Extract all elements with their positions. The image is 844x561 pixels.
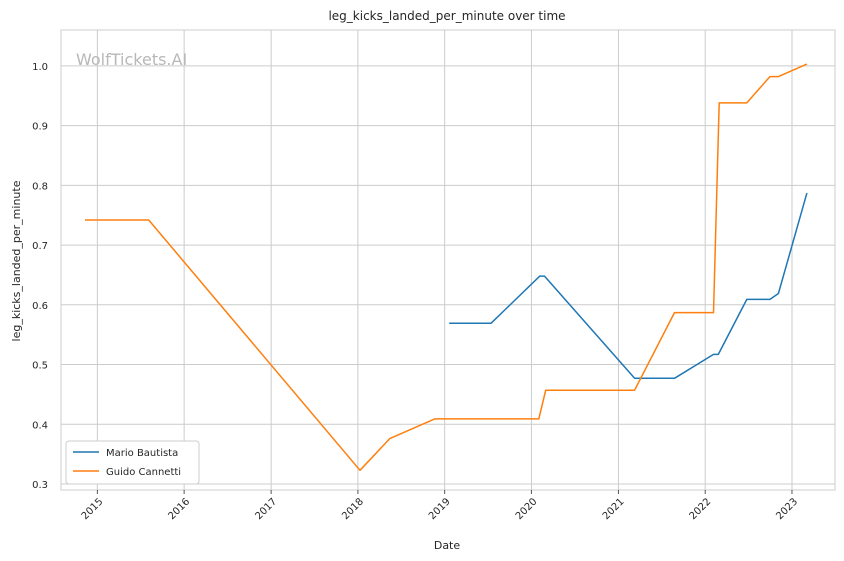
chart-title: leg_kicks_landed_per_minute over time bbox=[328, 9, 565, 23]
x-tick-label: 2018 bbox=[340, 496, 366, 522]
legend-box bbox=[65, 440, 200, 485]
watermark: WolfTickets.AI bbox=[76, 50, 187, 69]
x-tick-label: 2015 bbox=[80, 496, 106, 522]
legend: Mario Bautista Guido Cannetti bbox=[65, 440, 200, 485]
y-tick-label: 0.6 bbox=[32, 301, 48, 312]
y-axis-ticks: 0.3 0.4 0.5 0.6 0.7 0.8 0.9 1.0 bbox=[32, 62, 48, 491]
x-tick-label: 2016 bbox=[166, 496, 192, 522]
series-lines bbox=[85, 63, 808, 472]
y-tick-label: 0.4 bbox=[32, 420, 48, 431]
series-line-mario-bautista bbox=[449, 192, 808, 380]
x-tick-label: 2017 bbox=[253, 496, 279, 522]
y-tick-label: 0.8 bbox=[32, 181, 48, 192]
y-axis-label: leg_kicks_landed_per_minute bbox=[10, 180, 23, 341]
legend-label-mario-bautista: Mario Bautista bbox=[106, 448, 178, 459]
series-line-guido-cannetti bbox=[85, 63, 808, 472]
x-axis-label: Date bbox=[434, 539, 461, 552]
y-tick-label: 0.9 bbox=[32, 122, 48, 133]
x-tick-label: 2020 bbox=[514, 496, 540, 522]
plot-frame bbox=[60, 29, 836, 491]
legend-label-guido-cannetti: Guido Cannetti bbox=[106, 467, 181, 478]
y-tick-label: 1.0 bbox=[32, 62, 48, 73]
x-tick-label: 2022 bbox=[688, 496, 714, 522]
x-axis-ticks: 2015 2016 2017 2018 2019 2020 2021 2022 2023 bbox=[80, 490, 800, 522]
y-tick-label: 0.3 bbox=[32, 480, 48, 491]
x-tick-label: 2023 bbox=[774, 496, 800, 522]
x-tick-label: 2021 bbox=[601, 496, 627, 522]
y-tick-label: 0.7 bbox=[32, 241, 48, 252]
x-tick-label: 2019 bbox=[427, 496, 453, 522]
grid-lines bbox=[61, 30, 835, 490]
y-tick-label: 0.5 bbox=[32, 361, 48, 372]
